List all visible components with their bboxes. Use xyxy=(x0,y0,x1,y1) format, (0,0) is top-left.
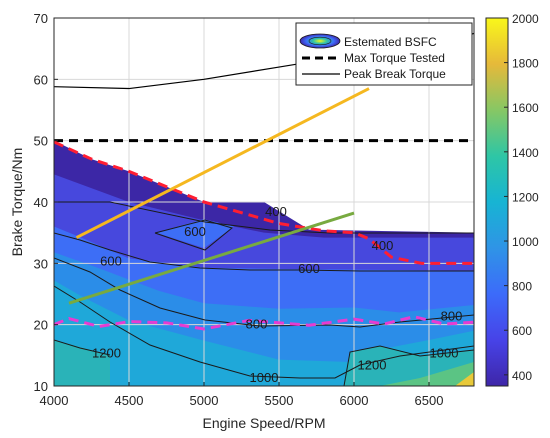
contour-label: 400 xyxy=(265,204,287,219)
colorbar-ticks: 400 600 800 1000 1200 1400 1600 1800 2000 xyxy=(504,12,539,383)
contour-line-400 xyxy=(54,201,474,234)
contour-label: 1000 xyxy=(430,345,459,360)
x-axis-label: Engine Speed/RPM xyxy=(203,415,326,431)
colorbar-tick-label: 1200 xyxy=(512,190,539,204)
x-tick-label: 5000 xyxy=(190,393,219,408)
contour-line-600 xyxy=(54,232,474,272)
contour-island-600 xyxy=(156,219,234,248)
contour-label: 800 xyxy=(441,308,463,323)
series-lines xyxy=(54,32,474,331)
legend-box xyxy=(295,22,473,86)
series-line-dashed-red xyxy=(54,140,474,265)
contour-label: 1200 xyxy=(358,358,387,373)
y-axis-ticks: 10 20 30 40 50 60 70 xyxy=(34,11,58,394)
contour-line-600-island xyxy=(154,219,234,251)
colorbar-tick-label: 600 xyxy=(512,324,532,338)
y-tick-label: 70 xyxy=(34,11,48,26)
x-tick-label: 4000 xyxy=(40,393,69,408)
legend-swatch-bsfc xyxy=(299,33,341,49)
colorbar-tick-label: 1000 xyxy=(512,235,539,249)
colorbar-tick-label: 1600 xyxy=(512,101,539,115)
contour-label: 600 xyxy=(184,224,206,239)
legend-entry-max-torque: Max Torque Tested xyxy=(344,51,445,65)
legend-swatch-bsfc-inner xyxy=(308,36,332,46)
x-tick-label: 6500 xyxy=(415,393,444,408)
contour-label: 400 xyxy=(372,238,394,253)
y-axis-label: Brake Torque/Nm xyxy=(9,148,25,257)
colorbar-tick-label: 800 xyxy=(512,280,532,294)
contour-band-1400 xyxy=(380,362,474,386)
legend-entry-peak-torque: Peak Break Torque xyxy=(344,67,446,81)
contour-label: 1000 xyxy=(250,370,279,385)
y-tick-label: 60 xyxy=(34,72,48,87)
series-line-dashed-magenta xyxy=(54,315,474,331)
x-axis-ticks: 4000 4500 5000 5500 6000 6500 xyxy=(40,382,444,408)
contour-band-1800 xyxy=(455,372,474,386)
legend-entry-bsfc: Estemated BSFC xyxy=(344,35,437,49)
y-tick-label: 50 xyxy=(34,134,48,149)
x-tick-label: 4500 xyxy=(115,393,144,408)
contour-label: 1200 xyxy=(92,345,121,360)
legend: Estemated BSFC Max Torque Tested Peak Br… xyxy=(295,22,473,86)
colorbar-tick-label: 2000 xyxy=(512,12,539,26)
x-tick-label: 6000 xyxy=(340,393,369,408)
y-tick-label: 40 xyxy=(34,195,48,210)
x-tick-label: 5500 xyxy=(265,393,294,408)
contour-label: 600 xyxy=(100,253,122,268)
contour-line-1200-right xyxy=(343,345,474,386)
y-tick-label: 10 xyxy=(34,379,48,394)
contour-label: 800 xyxy=(246,316,268,331)
contour-labels: 600 400 400 600 600 800 800 1000 1000 1200 1200 xyxy=(92,204,462,385)
colorbar-tick-label: 1400 xyxy=(512,146,539,160)
series-line-solid-orange xyxy=(75,87,370,239)
contour-label: 600 xyxy=(298,261,320,276)
y-tick-label: 20 xyxy=(34,318,48,333)
y-tick-label: 30 xyxy=(34,256,48,271)
contour-line-1000 xyxy=(54,285,474,379)
colorbar-tick-label: 1800 xyxy=(512,57,539,71)
series-line-solid-green xyxy=(68,211,355,305)
colorbar xyxy=(485,17,509,387)
contour-line-1200 xyxy=(54,339,111,356)
colorbar-tick-label: 400 xyxy=(512,369,532,383)
